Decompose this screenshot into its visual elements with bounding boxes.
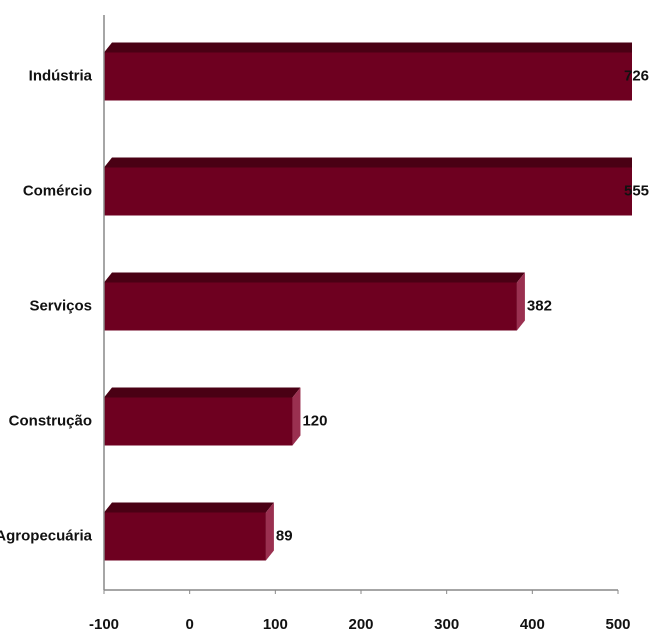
x-tick-label: 400 [520,616,545,633]
bar-front [104,512,266,561]
y-tick-label: Comércio [23,182,92,199]
y-tick-label: Construção [9,412,92,429]
bar-top [104,157,632,168]
value-label: 726 [624,67,649,84]
bar-top [104,272,525,283]
value-label: 382 [527,297,552,314]
bar-front [104,282,517,331]
y-tick-label: Agropecuária [0,527,93,544]
bar-side [265,502,274,561]
bar [104,272,525,331]
bar [104,157,632,216]
x-tick-label: 500 [605,616,630,633]
bar-top [104,502,274,513]
bar-front [104,167,632,216]
y-tick-label: Indústria [29,67,93,84]
bar [104,42,632,101]
y-tick-label: Serviços [29,297,92,314]
bar-front [104,397,293,446]
x-tick-label: -100 [89,616,119,633]
bar-top [104,42,632,53]
value-label: 120 [302,412,327,429]
x-tick-label: 300 [434,616,459,633]
x-tick-label: 0 [185,616,193,633]
bar-top [104,387,301,398]
bar-side [292,387,301,446]
bar [104,387,301,446]
x-tick-label: 100 [263,616,288,633]
x-tick-label: 200 [348,616,373,633]
value-label: 555 [624,182,649,199]
bar-front [104,52,632,101]
bar-side [516,272,525,331]
value-label: 89 [276,527,293,544]
bar [104,502,274,561]
bars [104,42,632,561]
